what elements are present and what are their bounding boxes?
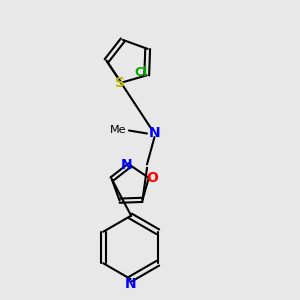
Text: O: O [146, 171, 158, 185]
Text: Cl: Cl [134, 66, 147, 79]
Text: Me: Me [110, 125, 127, 136]
Text: N: N [125, 277, 136, 290]
Text: N: N [121, 158, 133, 172]
Text: N: N [149, 127, 160, 140]
Text: S: S [115, 76, 125, 90]
